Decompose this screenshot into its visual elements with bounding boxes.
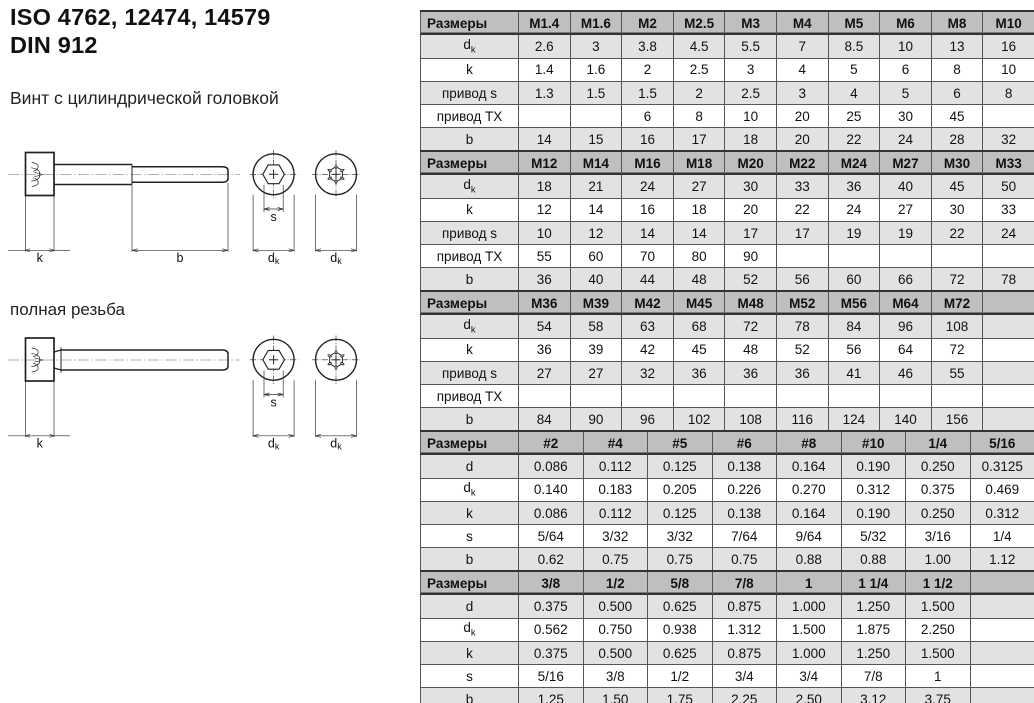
svg-text:s: s bbox=[270, 210, 276, 224]
svg-text:b: b bbox=[177, 251, 184, 265]
svg-text:k: k bbox=[37, 251, 44, 265]
svg-text:dk: dk bbox=[330, 251, 342, 266]
svg-text:dk: dk bbox=[268, 251, 280, 266]
svg-text:s: s bbox=[270, 396, 276, 410]
svg-text:dk: dk bbox=[330, 437, 342, 452]
svg-text:dk: dk bbox=[268, 437, 280, 452]
svg-text:k: k bbox=[37, 437, 44, 451]
